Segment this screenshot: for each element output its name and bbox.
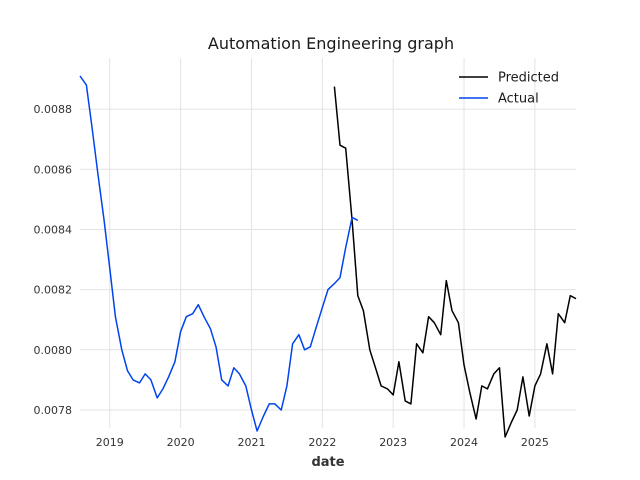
series-layer <box>79 75 577 438</box>
y-gridlines <box>80 108 576 411</box>
x-tick-label: 2023 <box>379 436 407 449</box>
x-gridlines <box>109 58 536 428</box>
series-line-predicted <box>333 86 577 438</box>
x-tick-label: 2019 <box>96 436 124 449</box>
y-tick-labels: 0.0078 0.0080 0.0082 0.0084 0.0086 0.0088 <box>34 103 73 417</box>
x-tick-label: 2022 <box>308 436 336 449</box>
legend-label-actual: Actual <box>498 92 539 107</box>
legend: Predicted Actual <box>459 71 559 107</box>
chart-title: Automation Engineering graph <box>208 34 454 53</box>
legend-label-predicted: Predicted <box>498 71 559 86</box>
x-axis-label: date <box>311 455 344 470</box>
x-tick-label: 2021 <box>237 436 265 449</box>
y-tick-label: 0.0080 <box>34 344 73 357</box>
y-tick-label: 0.0088 <box>34 103 73 116</box>
y-tick-label: 0.0084 <box>34 223 73 236</box>
x-tick-label: 2025 <box>521 436 549 449</box>
series-line-actual <box>79 75 359 432</box>
y-tick-label: 0.0082 <box>34 284 73 297</box>
x-tick-label: 2024 <box>450 436 478 449</box>
x-tick-labels: 2019 2020 2021 2022 2023 2024 2025 <box>96 436 549 449</box>
x-tick-label: 2020 <box>167 436 195 449</box>
y-tick-label: 0.0086 <box>34 163 73 176</box>
y-tick-label: 0.0078 <box>34 404 73 417</box>
